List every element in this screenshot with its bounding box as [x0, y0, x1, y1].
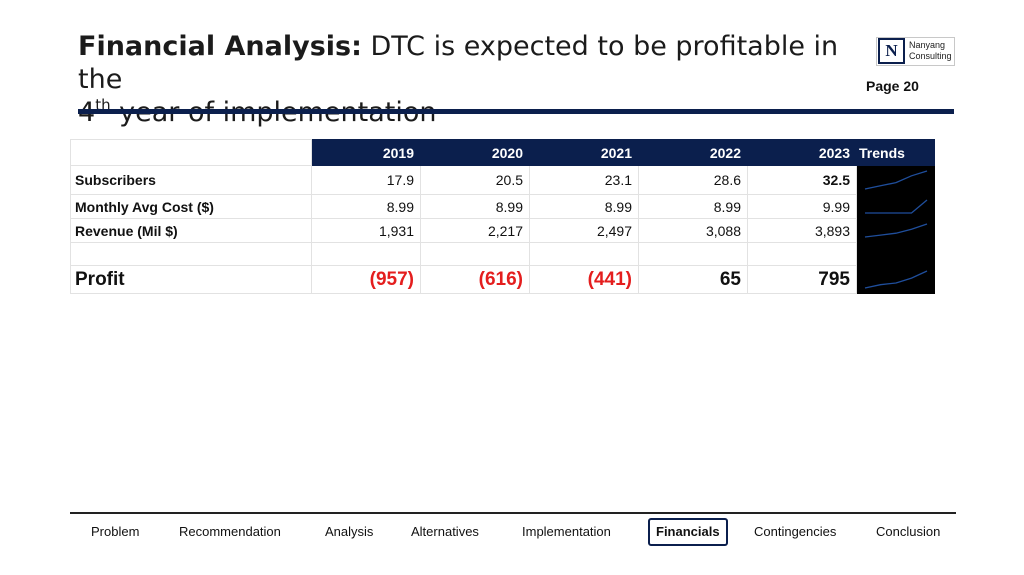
nav-item-analysis[interactable]: Analysis	[325, 524, 374, 539]
nav-item-contingencies[interactable]: Contingencies	[754, 524, 837, 539]
table-cell: 1,931	[311, 218, 421, 243]
year-header: 2019	[311, 139, 421, 166]
title-rest: DTC is expected to be profitable in the	[78, 31, 839, 95]
table-cell: 65	[638, 265, 748, 294]
table-cell: 3,088	[638, 218, 748, 243]
trends-header: Trends	[856, 139, 935, 166]
financial-table: 2019 2020 2021 2022 2023 Trends Subscrib…	[70, 139, 935, 294]
table-cell: 8.99	[638, 194, 748, 219]
empty-cell	[70, 242, 312, 266]
logo-text: Nanyang Consulting	[909, 40, 952, 62]
empty-cell	[529, 242, 639, 266]
title-bold: Financial Analysis:	[78, 31, 362, 62]
table-cell: 2,217	[420, 218, 530, 243]
table-cell: (957)	[311, 265, 421, 294]
logo-line2: Consulting	[909, 51, 952, 61]
empty-cell	[638, 242, 748, 266]
table-cell: 3,893	[747, 218, 857, 243]
table-cell: 795	[747, 265, 857, 294]
sparkline-cell	[856, 218, 935, 243]
table-cell: (441)	[529, 265, 639, 294]
sparkline-chart	[864, 170, 928, 190]
sparkline-cell	[856, 265, 935, 294]
sparkline-line	[864, 223, 928, 238]
table-cell: 8.99	[529, 194, 639, 219]
empty-cell	[420, 242, 530, 266]
table-row-subscribers: Subscribers 17.9 20.5 23.1 28.6 32.5	[70, 165, 935, 195]
sparkline-chart	[864, 270, 928, 289]
table-cell: 28.6	[638, 165, 748, 195]
table-cell: (616)	[420, 265, 530, 294]
sparkline-line	[864, 270, 928, 289]
logo-mark: N	[878, 38, 905, 64]
table-cell: 8.99	[420, 194, 530, 219]
row-label: Monthly Avg Cost ($)	[70, 194, 312, 219]
row-label: Subscribers	[70, 165, 312, 195]
table-row-monthly-cost: Monthly Avg Cost ($) 8.99 8.99 8.99 8.99…	[70, 194, 935, 219]
sparkline-cell	[856, 194, 935, 219]
nav-divider	[70, 512, 956, 514]
row-label: Profit	[70, 265, 312, 294]
company-logo: N Nanyang Consulting	[876, 37, 955, 66]
table-cell: 17.9	[311, 165, 421, 195]
table-spacer-row	[70, 242, 935, 266]
empty-cell	[747, 242, 857, 266]
table-row-profit: Profit (957) (616) (441) 65 795	[70, 265, 935, 294]
year-header: 2020	[420, 139, 530, 166]
section-nav: Problem Recommendation Analysis Alternat…	[0, 518, 1024, 548]
nav-item-conclusion[interactable]: Conclusion	[876, 524, 941, 539]
sparkline-chart	[865, 199, 928, 214]
empty-cell	[311, 242, 421, 266]
nav-item-financials[interactable]: Financials	[648, 518, 728, 546]
nav-item-alternatives[interactable]: Alternatives	[411, 524, 479, 539]
year-header: 2022	[638, 139, 748, 166]
year-header: 2023	[747, 139, 857, 166]
table-cell: 23.1	[529, 165, 639, 195]
table-cell: 8.99	[311, 194, 421, 219]
table-header-row: 2019 2020 2021 2022 2023 Trends	[70, 139, 935, 166]
sparkline-cell	[856, 165, 935, 195]
header-blank-cell	[70, 139, 312, 166]
nav-item-implementation[interactable]: Implementation	[522, 524, 611, 539]
row-label: Revenue (Mil $)	[70, 218, 312, 243]
table-cell: 20.5	[420, 165, 530, 195]
title-ordinal-suffix: th	[95, 96, 111, 114]
sparkline-line	[865, 199, 928, 214]
year-header: 2021	[529, 139, 639, 166]
table-cell: 32.5	[747, 165, 857, 195]
page-number: Page 20	[866, 78, 919, 94]
nav-item-problem[interactable]: Problem	[91, 524, 140, 539]
table-cell: 2,497	[529, 218, 639, 243]
logo-line1: Nanyang	[909, 40, 946, 50]
nav-item-recommendation[interactable]: Recommendation	[179, 524, 281, 539]
sparkline-chart	[864, 223, 928, 238]
table-row-revenue: Revenue (Mil $) 1,931 2,217 2,497 3,088 …	[70, 218, 935, 243]
slide-title: Financial Analysis: DTC is expected to b…	[78, 30, 868, 129]
sparkline-cell-empty	[856, 242, 935, 266]
table-cell: 9.99	[747, 194, 857, 219]
sparkline-line	[864, 170, 928, 190]
title-divider	[78, 109, 954, 114]
